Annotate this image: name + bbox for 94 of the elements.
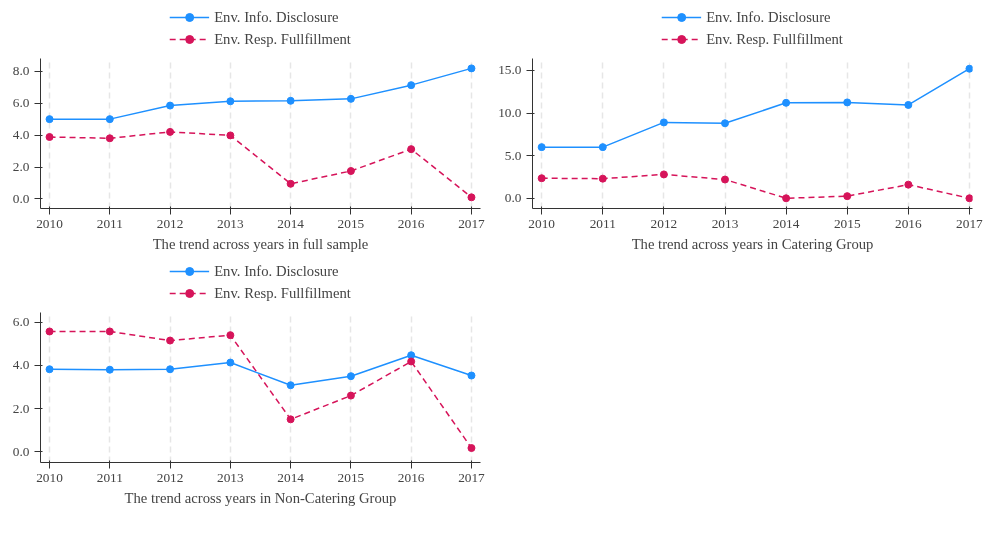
x-tick-label: 2011	[96, 215, 123, 231]
point	[286, 415, 295, 424]
point	[782, 194, 791, 203]
point	[659, 118, 668, 127]
point	[407, 81, 416, 90]
legend-label: Env. Info. Disclosure	[214, 262, 339, 280]
x-tick-label: 2013	[217, 215, 245, 231]
x-tick-label: 2015	[337, 215, 365, 231]
point	[105, 365, 114, 374]
point	[286, 179, 295, 188]
y-tick-label: 6.0	[12, 95, 30, 111]
legend-label: Env. Resp. Fullfillment	[214, 30, 351, 48]
point	[226, 331, 235, 340]
point	[346, 391, 355, 400]
point	[226, 358, 235, 367]
point	[537, 174, 546, 183]
point	[45, 115, 54, 124]
x-tick-label: 2013	[711, 215, 739, 231]
y-tick-label: 2.0	[12, 159, 30, 175]
x-tick-label: 2011	[96, 469, 123, 485]
y-tick-label: 0.0	[12, 190, 30, 206]
x-tick-label: 2011	[589, 215, 616, 231]
x-tick-label: 2015	[337, 469, 365, 485]
point	[166, 101, 175, 110]
x-tick-label: 2017	[458, 215, 486, 231]
point	[45, 327, 54, 336]
x-axis-title: The trend across years in Non-Catering Group	[124, 489, 397, 506]
x-tick-label: 2017	[956, 215, 984, 231]
legend-label: Env. Info. Disclosure	[214, 8, 339, 26]
point	[407, 351, 416, 360]
x-tick-label: 2017	[458, 469, 486, 485]
x-tick-label: 2015	[833, 215, 861, 231]
x-tick-label: 2014	[277, 469, 305, 485]
x-tick-label: 2016	[397, 469, 425, 485]
point	[226, 97, 235, 106]
point	[843, 98, 852, 107]
legend-label: Env. Resp. Fullfillment	[214, 284, 351, 302]
point	[467, 444, 476, 453]
x-tick-label: 2012	[156, 469, 184, 485]
point	[598, 143, 607, 152]
x-tick-label: 2010	[36, 215, 64, 231]
legend-label: Env. Resp. Fullfillment	[706, 30, 843, 48]
point	[467, 193, 476, 202]
point	[904, 180, 913, 189]
point	[965, 194, 973, 203]
x-tick-label: 2012	[156, 215, 184, 231]
point	[467, 371, 476, 380]
point	[904, 100, 913, 109]
y-tick-label: 4.0	[12, 357, 30, 373]
point	[346, 167, 355, 175]
y-tick-label: 6.0	[12, 314, 30, 330]
y-tick-label: 10.0	[498, 105, 522, 121]
y-tick-label: 8.0	[12, 63, 30, 79]
y-tick-label: 5.0	[504, 147, 522, 163]
x-tick-label: 2013	[217, 469, 245, 485]
point	[166, 365, 175, 374]
point	[965, 64, 973, 73]
x-axis-title: The trend across years in full sample	[152, 235, 369, 252]
point	[105, 134, 114, 143]
point	[407, 357, 416, 366]
point	[721, 175, 729, 184]
point	[346, 94, 355, 103]
point	[346, 372, 355, 381]
y-tick-label: 2.0	[12, 400, 30, 416]
x-tick-label: 2014	[277, 215, 305, 231]
point	[407, 145, 416, 154]
point	[286, 96, 295, 105]
y-tick-label: 0.0	[12, 443, 30, 459]
x-axis-title: The trend across years in Catering Group	[631, 235, 874, 252]
point	[598, 174, 607, 183]
point	[467, 64, 476, 73]
x-tick-label: 2012	[650, 215, 678, 231]
point	[843, 192, 852, 201]
point	[659, 170, 668, 179]
point	[45, 365, 54, 374]
point	[105, 327, 114, 336]
x-tick-label: 2016	[895, 215, 922, 231]
point	[782, 98, 791, 107]
point	[286, 381, 295, 390]
x-tick-label: 2010	[36, 469, 64, 485]
x-tick-label: 2014	[772, 215, 800, 231]
x-tick-label: 2010	[528, 215, 556, 231]
point	[45, 133, 54, 141]
legend-label: Env. Info. Disclosure	[706, 8, 831, 26]
x-tick-label: 2016	[397, 215, 425, 231]
point	[105, 115, 114, 124]
point	[166, 127, 175, 136]
point	[226, 131, 235, 140]
y-tick-label: 15.0	[498, 62, 522, 78]
point	[721, 119, 729, 128]
y-tick-label: 4.0	[12, 127, 30, 143]
point	[166, 336, 175, 345]
point	[537, 143, 546, 152]
y-tick-label: 0.0	[504, 190, 522, 206]
